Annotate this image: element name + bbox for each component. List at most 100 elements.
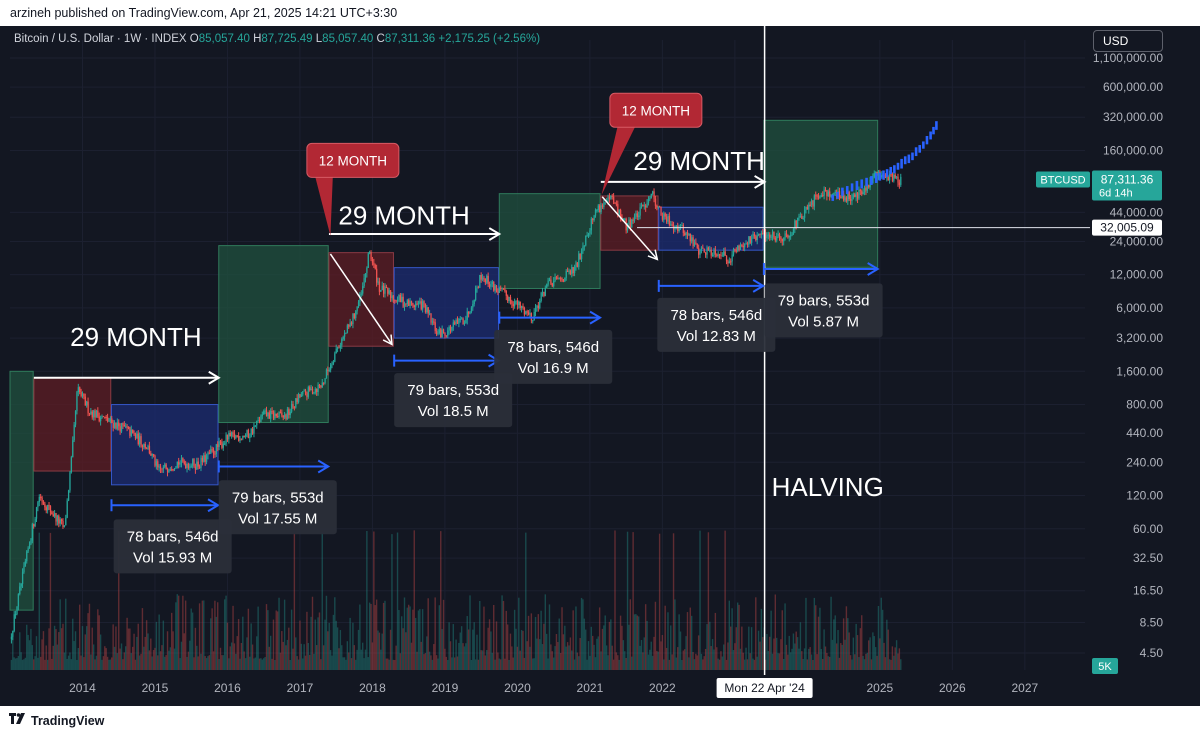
volume-bar — [421, 609, 424, 670]
volume-bar — [493, 604, 495, 670]
volume-bar — [324, 619, 326, 670]
candle-body — [243, 435, 245, 437]
candle-body — [859, 189, 862, 192]
candle-body — [244, 434, 247, 437]
candle-body — [481, 277, 484, 280]
currency-button[interactable]: USD — [1093, 30, 1163, 52]
candle-body — [735, 250, 737, 252]
candle-body — [472, 303, 474, 308]
volume-bar — [274, 659, 276, 670]
volume-bar — [265, 604, 268, 670]
volume-bar — [377, 630, 379, 670]
volume-bar — [723, 644, 725, 670]
volume-bar — [678, 614, 680, 670]
volume-bar — [872, 632, 874, 670]
candle-body — [631, 219, 633, 228]
volume-bar — [739, 648, 742, 670]
last-price-tag — [1092, 170, 1162, 201]
y-tick-label: 440.00 — [1126, 426, 1163, 440]
y-tick-label: 8.50 — [1140, 615, 1164, 629]
legend-symbol: Bitcoin / U.S. Dollar · 1W · INDEX — [14, 33, 187, 45]
candle-body — [600, 205, 602, 213]
candle-body — [222, 443, 224, 448]
volume-bar — [141, 608, 144, 670]
candle-body — [767, 234, 770, 236]
candle-body — [614, 202, 616, 204]
volume-bar — [656, 650, 658, 670]
candle-body — [190, 465, 192, 467]
volume-bar — [158, 614, 160, 670]
volume-bar — [617, 655, 619, 670]
candle-body — [399, 294, 402, 302]
volume-bar — [345, 659, 347, 670]
candle-body — [711, 255, 714, 257]
volume-bar — [306, 611, 308, 670]
volume-bar — [31, 645, 34, 670]
candle-body — [212, 449, 215, 454]
volume-bar — [19, 632, 21, 670]
volume-bar — [649, 649, 651, 670]
volume-bar — [827, 656, 829, 670]
volume-bar — [237, 619, 240, 670]
candle-body — [509, 296, 512, 302]
volume-bar — [895, 640, 898, 670]
candle-body — [456, 319, 459, 324]
candle-body — [434, 322, 436, 332]
candle-body — [751, 238, 753, 243]
candle-body — [900, 176, 902, 185]
candle-body — [83, 393, 85, 397]
volume-bar — [126, 617, 128, 670]
volume-bar — [109, 659, 112, 670]
candle-body — [73, 424, 75, 441]
y-tick-label: 240.00 — [1126, 455, 1163, 469]
volume-bar — [465, 643, 467, 670]
volume-bar — [70, 659, 73, 670]
projection-bar — [855, 180, 859, 191]
volume-bar — [566, 642, 569, 670]
candle-body — [295, 398, 297, 408]
volume-bar — [247, 608, 250, 670]
volume-bar — [81, 626, 84, 670]
volume-bar — [547, 658, 549, 670]
candle-body — [653, 191, 655, 199]
volume-bar — [600, 651, 602, 670]
range-arrow-head — [752, 279, 766, 293]
volume-bar — [311, 596, 314, 670]
volume-bar — [123, 652, 126, 670]
volume-bar — [587, 641, 590, 670]
candle-body — [108, 420, 110, 422]
volume-bar — [165, 655, 167, 670]
volume-bar — [84, 634, 86, 670]
volume-bar — [810, 654, 813, 670]
candle-body — [689, 233, 691, 242]
volume-bar — [212, 651, 215, 670]
projection-bar — [882, 170, 885, 180]
candle-body — [484, 278, 487, 283]
volume-bar — [504, 658, 506, 670]
volume-bar — [385, 658, 388, 670]
volume-bar — [671, 654, 673, 670]
range-info-bars: 79 bars, 553d — [778, 292, 870, 309]
tradingview-logo-icon — [9, 713, 25, 724]
volume-bar — [356, 649, 358, 670]
candle-body — [343, 333, 346, 337]
volume-bar — [180, 641, 183, 670]
volume-bar — [585, 629, 587, 670]
candle-body — [544, 287, 546, 296]
candle-body — [703, 248, 705, 253]
volume-bar — [487, 627, 489, 670]
candle-body — [80, 391, 82, 397]
candle-body — [714, 249, 717, 255]
volume-bar — [639, 645, 641, 670]
volume-bar — [803, 648, 806, 670]
volume-tag — [1092, 658, 1118, 674]
volume-bar — [569, 637, 572, 670]
volume-bar — [264, 657, 266, 670]
volume-bar — [854, 654, 856, 670]
candle-body — [569, 270, 572, 275]
volume-bar — [704, 648, 707, 670]
candle-body — [586, 235, 588, 237]
volume-bar — [427, 598, 429, 670]
projection-bar — [935, 121, 938, 130]
